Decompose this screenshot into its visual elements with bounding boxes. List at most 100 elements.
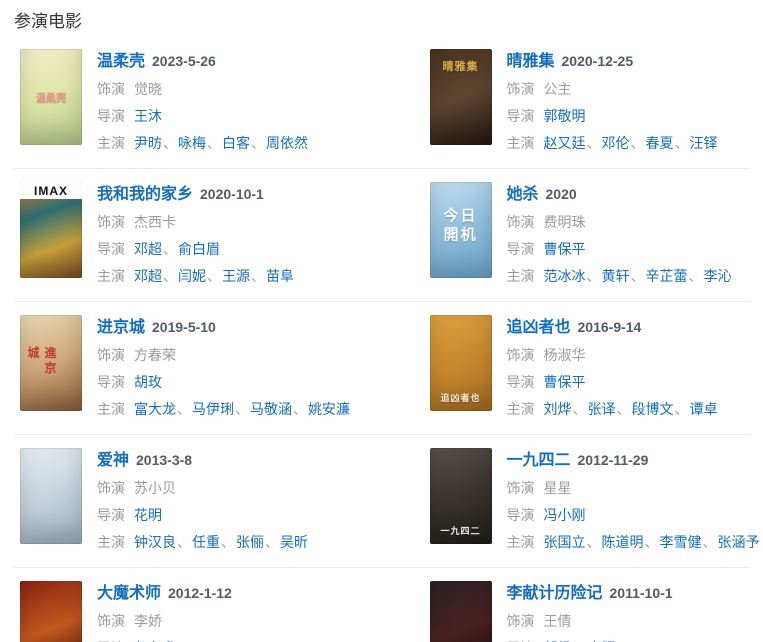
person-link[interactable]: 邓超: [134, 267, 162, 284]
name-separator: 、: [251, 134, 265, 151]
movie-title-link[interactable]: 追凶者也: [506, 319, 571, 336]
person-link[interactable]: 白客: [222, 134, 250, 151]
person-link[interactable]: 李雪健: [659, 533, 702, 550]
person-link[interactable]: 马敬涵: [250, 400, 292, 417]
person-link[interactable]: 周依然: [266, 134, 308, 151]
movie-title-link[interactable]: 我和我的家乡: [97, 186, 194, 203]
poster-title-text: 温柔壳: [36, 93, 66, 105]
name-separator: 、: [644, 533, 659, 550]
person-link[interactable]: 苗阜: [266, 267, 294, 284]
person-link[interactable]: 花明: [134, 506, 162, 523]
movie-poster[interactable]: 今日開机: [429, 182, 492, 278]
movie-title-line: 她杀 2020: [507, 184, 732, 204]
movie-poster[interactable]: 一九四二: [429, 448, 492, 544]
person-link[interactable]: 张译: [587, 400, 616, 417]
person-link[interactable]: 任重: [192, 533, 220, 550]
movie-poster[interactable]: 進京城: [20, 315, 82, 411]
person-link[interactable]: 俞白眉: [178, 240, 220, 257]
movie-poster[interactable]: [20, 448, 82, 544]
director-links: 邓超、俞白眉: [134, 239, 220, 259]
movie-title-link[interactable]: 她杀: [506, 186, 539, 203]
poster-title-text: 今日開机: [443, 207, 478, 244]
director-label: 导演: [506, 373, 535, 390]
person-link[interactable]: 段博文: [631, 400, 674, 417]
director-links: 王沐: [134, 106, 162, 126]
section-header: 参演电影: [0, 0, 763, 32]
starring-links: 赵又廷、邓伦、春夏、汪铎: [544, 133, 718, 153]
movie-release-date: 2023-5-26: [152, 53, 216, 69]
person-link[interactable]: 富大龙: [134, 400, 176, 417]
person-link[interactable]: 冯小刚: [543, 506, 586, 523]
person-link[interactable]: 范冰冰: [543, 267, 586, 284]
person-link[interactable]: 张俪: [236, 533, 264, 550]
person-link[interactable]: 黄轩: [601, 267, 630, 284]
starring-line: 主演 张国立、陈道明、李雪健、张涵予: [507, 528, 760, 555]
role-name: 方春荣: [134, 346, 176, 363]
person-link[interactable]: 郭帆: [544, 640, 572, 642]
person-link[interactable]: 李阳: [588, 640, 616, 642]
movie-info: 温柔壳 2023-5-26 饰演 觉晓 导演 王沐 主演 尹昉、咏梅、白客、周依然: [97, 49, 308, 156]
movie-title-line: 追凶者也 2016-9-14: [507, 317, 718, 337]
name-separator: 、: [688, 267, 703, 284]
movie-title-link[interactable]: 进京城: [97, 319, 146, 336]
person-link[interactable]: 钟汉良: [134, 533, 176, 550]
director-label: 导演: [97, 240, 125, 257]
movie-title-link[interactable]: 李献计历险记: [506, 585, 603, 602]
person-link[interactable]: 姚安濂: [308, 400, 350, 417]
person-link[interactable]: 王源: [222, 267, 250, 284]
movie-title-link[interactable]: 晴雅集: [506, 53, 555, 70]
person-link[interactable]: 辛芷蕾: [645, 267, 688, 284]
person-link[interactable]: 张涵予: [717, 533, 760, 550]
movie-title-link[interactable]: 爱神: [97, 452, 130, 469]
role-line: 饰演 杨淑华: [507, 341, 718, 368]
person-link[interactable]: 郭敬明: [543, 107, 586, 124]
person-link[interactable]: 马伊琍: [192, 400, 234, 417]
movie-poster[interactable]: 大魔术师: [20, 581, 82, 642]
director-links: 花明: [134, 505, 162, 525]
person-link[interactable]: 刘烨: [543, 400, 572, 417]
name-separator: 、: [163, 134, 177, 151]
person-link[interactable]: 邓超: [134, 240, 162, 257]
person-link[interactable]: 邓伦: [601, 134, 630, 151]
person-link[interactable]: 陈道明: [601, 533, 644, 550]
person-link[interactable]: 闫妮: [178, 267, 206, 284]
person-link[interactable]: 谭卓: [689, 400, 718, 417]
name-separator: 、: [586, 134, 601, 151]
person-link[interactable]: 咏梅: [178, 134, 206, 151]
movie-title-link[interactable]: 一九四二: [506, 452, 571, 469]
person-link[interactable]: 汪铎: [689, 134, 718, 151]
director-label: 导演: [506, 506, 535, 523]
movie-title-line: 爱神 2013-3-8: [97, 450, 308, 470]
role-label: 饰演: [506, 612, 535, 629]
movie-info: 一九四二 2012-11-29 饰演 星星 导演 冯小刚 主演 张国立、陈道明、李雪健、…: [506, 448, 760, 555]
starring-label: 主演: [97, 267, 125, 284]
person-link[interactable]: 王沐: [134, 107, 162, 124]
starring-line: 主演 赵又廷、邓伦、春夏、汪铎: [507, 129, 718, 156]
movie-card: 進京城 进京城 2019-5-10 饰演 方春荣 导演 胡玫 主演 富大龙、马伊琍、马敬…: [14, 315, 382, 422]
director-links: 曹保平: [544, 239, 586, 259]
person-link[interactable]: 胡玫: [134, 373, 162, 390]
director-label: 导演: [97, 373, 125, 390]
movie-card: 爱神 2013-3-8 饰演 苏小贝 导演 花明 主演 钟汉良、任重、张俪、吴昕: [14, 448, 382, 555]
director-links: 郭敬明: [544, 106, 586, 126]
movie-poster[interactable]: 追凶者也: [429, 315, 492, 411]
person-link[interactable]: 赵又廷: [543, 134, 586, 151]
person-link[interactable]: 春夏: [645, 134, 674, 151]
starring-line: 主演 范冰冰、黄轩、辛芷蕾、李沁: [507, 262, 732, 289]
movie-poster[interactable]: 李献计历险记: [429, 581, 492, 642]
role-label: 饰演: [97, 213, 125, 230]
movie-poster[interactable]: IMAX: [20, 182, 82, 278]
person-link[interactable]: 李沁: [703, 267, 732, 284]
movie-row: 温柔壳 温柔壳 2023-5-26 饰演 觉晓 导演 王沐 主演 尹昉、咏梅、白客、周依…: [14, 36, 749, 169]
person-link[interactable]: 曹保平: [543, 373, 586, 390]
person-link[interactable]: 吴昕: [280, 533, 308, 550]
movie-title-link[interactable]: 大魔术师: [97, 585, 162, 602]
person-link[interactable]: 张国立: [543, 533, 586, 550]
movie-title-link[interactable]: 温柔壳: [97, 53, 146, 70]
movie-poster[interactable]: 温柔壳: [20, 49, 82, 145]
person-link[interactable]: 尹昉: [134, 134, 162, 151]
person-link[interactable]: 曹保平: [543, 240, 586, 257]
movie-poster[interactable]: 晴雅集: [429, 49, 492, 145]
person-link[interactable]: 尔冬升: [134, 640, 176, 642]
